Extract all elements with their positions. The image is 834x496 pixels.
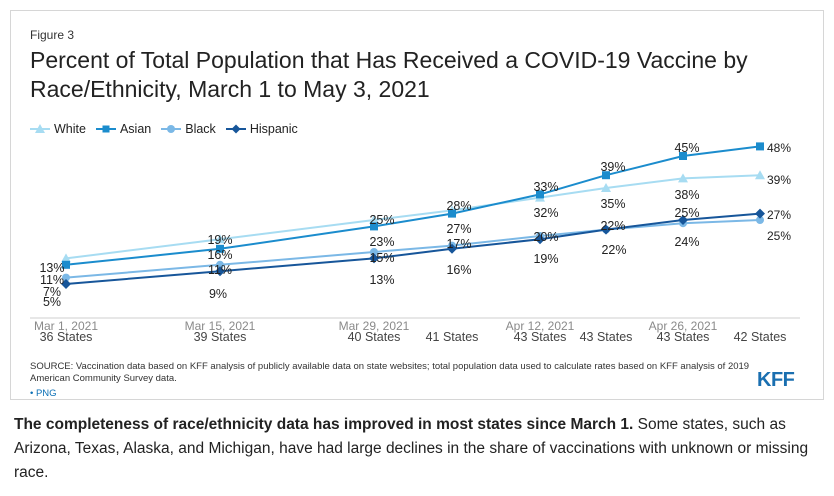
kff-logo: KFF	[757, 369, 795, 391]
data-label-5-1: 35%	[600, 197, 625, 211]
data-label-2-3: 13%	[369, 273, 394, 287]
diamond-marker-icon	[225, 124, 246, 134]
source-note: SOURCE: Vaccination data based on KFF an…	[30, 361, 750, 384]
circle-marker-icon	[161, 125, 182, 133]
data-label-0-0: 13%	[39, 261, 64, 275]
x-tick-label-4: Apr 12, 2021	[506, 319, 575, 333]
data-label-6-1: 38%	[674, 188, 699, 202]
png-download-link[interactable]: • PNG	[30, 388, 57, 399]
data-label-4-3: 19%	[533, 252, 558, 266]
data-point-black-7	[756, 216, 764, 224]
caption: The completeness of race/ethnicity data …	[14, 413, 824, 485]
data-label-6-0: 45%	[674, 141, 699, 155]
data-label-3-1: 27%	[446, 222, 471, 236]
data-label-3-3: 16%	[446, 263, 471, 277]
x-states-label-6: 43 States	[657, 330, 710, 344]
data-point-white-7	[755, 170, 765, 180]
data-label-1-2: 11%	[208, 263, 232, 277]
data-point-hispanic-5	[601, 224, 611, 235]
data-label-1-3: 9%	[209, 287, 227, 301]
legend-item-white[interactable]: White	[30, 122, 86, 136]
data-label-3-0: 28%	[446, 199, 471, 213]
x-states-label-5: 43 States	[580, 330, 633, 344]
data-label-0-3: 5%	[43, 295, 61, 309]
data-point-hispanic-7	[755, 208, 765, 219]
data-label-4-2: 20%	[533, 230, 558, 244]
data-point-asian-3	[448, 209, 456, 218]
x-states-label-0: 36 States	[40, 330, 93, 344]
series-line-asian	[65, 145, 761, 266]
data-point-hispanic-6	[678, 215, 688, 225]
legend-item-hispanic[interactable]: Hispanic	[225, 122, 298, 136]
caption-text: Some states, such as Arizona, Texas, Ala…	[14, 416, 809, 481]
data-label-1-0: 19%	[207, 233, 232, 247]
triangle-marker-icon	[30, 124, 50, 133]
data-point-black-0	[62, 273, 70, 282]
figure-label: Figure 3	[30, 28, 75, 42]
line-chart: 13%11%7%5%19%16%11%9%25%23%15%13%28%27%1…	[30, 141, 800, 344]
data-label-7-1: 39%	[767, 173, 791, 187]
data-point-white-1	[215, 234, 225, 244]
x-tick-label-0: Mar 1, 2021	[34, 319, 98, 333]
data-point-white-5	[601, 183, 611, 192]
data-point-white-6	[678, 173, 688, 183]
data-label-0-1: 11%	[40, 273, 64, 287]
series-line-hispanic	[65, 212, 761, 285]
data-point-hispanic-3	[447, 243, 457, 254]
legend-label-asian: Asian	[119, 122, 152, 136]
x-states-label-3: 41 States	[426, 330, 479, 344]
data-label-2-1: 23%	[369, 235, 394, 249]
legend-label-white: White	[54, 122, 86, 136]
data-point-hispanic-1	[215, 266, 225, 277]
data-label-1-1: 16%	[207, 248, 232, 262]
data-label-4-0: 33%	[533, 180, 558, 194]
data-label-3-2: 17%	[446, 237, 471, 251]
x-tick-label-2: Mar 29, 2021	[339, 319, 410, 333]
series-line-black	[65, 219, 761, 279]
legend-label-black: Black	[185, 122, 216, 136]
data-label-7-0: 48%	[767, 141, 791, 155]
data-point-asian-1	[216, 244, 224, 253]
data-point-hispanic-0	[61, 279, 71, 289]
data-label-7-2: 27%	[767, 208, 791, 222]
data-label-5-3: 22%	[601, 243, 626, 257]
data-label-6-3: 24%	[674, 235, 699, 249]
caption-bold: The completeness of race/ethnicity data …	[14, 416, 634, 433]
data-point-asian-5	[602, 171, 610, 180]
data-point-asian-0	[62, 260, 70, 269]
chart-title: Percent of Total Population that Has Rec…	[30, 47, 748, 102]
data-label-2-0: 25%	[369, 213, 394, 227]
data-point-asian-2	[370, 222, 378, 231]
legend-label-hispanic: Hispanic	[249, 122, 298, 136]
data-point-black-2	[370, 248, 378, 256]
x-states-label-1: 39 States	[194, 330, 247, 344]
data-point-hispanic-2	[369, 253, 379, 264]
data-point-asian-6	[679, 152, 687, 160]
legend: White Asian Black Hispanic	[30, 122, 298, 136]
data-point-white-0	[61, 253, 71, 263]
x-states-label-2: 40 States	[348, 330, 401, 344]
x-states-label-7: 42 States	[734, 330, 787, 344]
data-label-6-2: 25%	[674, 206, 699, 220]
figure-frame	[10, 10, 824, 400]
data-label-4-1: 32%	[533, 206, 558, 220]
x-states-label-4: 43 States	[514, 330, 567, 344]
data-point-asian-7	[756, 142, 764, 151]
legend-item-black[interactable]: Black	[161, 122, 216, 136]
data-label-0-2: 7%	[43, 285, 61, 299]
data-point-white-2	[369, 215, 379, 224]
data-point-hispanic-4	[535, 234, 545, 245]
x-tick-label-6: Apr 26, 2021	[649, 319, 718, 333]
legend-item-asian[interactable]: Asian	[95, 122, 152, 136]
square-marker-icon	[95, 125, 116, 133]
data-label-5-2: 22%	[600, 219, 625, 233]
data-label-7-3: 25%	[767, 229, 791, 243]
series-line-white	[65, 174, 761, 260]
data-label-5-0: 39%	[600, 160, 625, 174]
data-point-asian-4	[536, 190, 544, 199]
x-tick-label-1: Mar 15, 2021	[185, 319, 256, 333]
data-label-2-2: 15%	[369, 251, 394, 265]
data-point-black-1	[216, 260, 224, 269]
